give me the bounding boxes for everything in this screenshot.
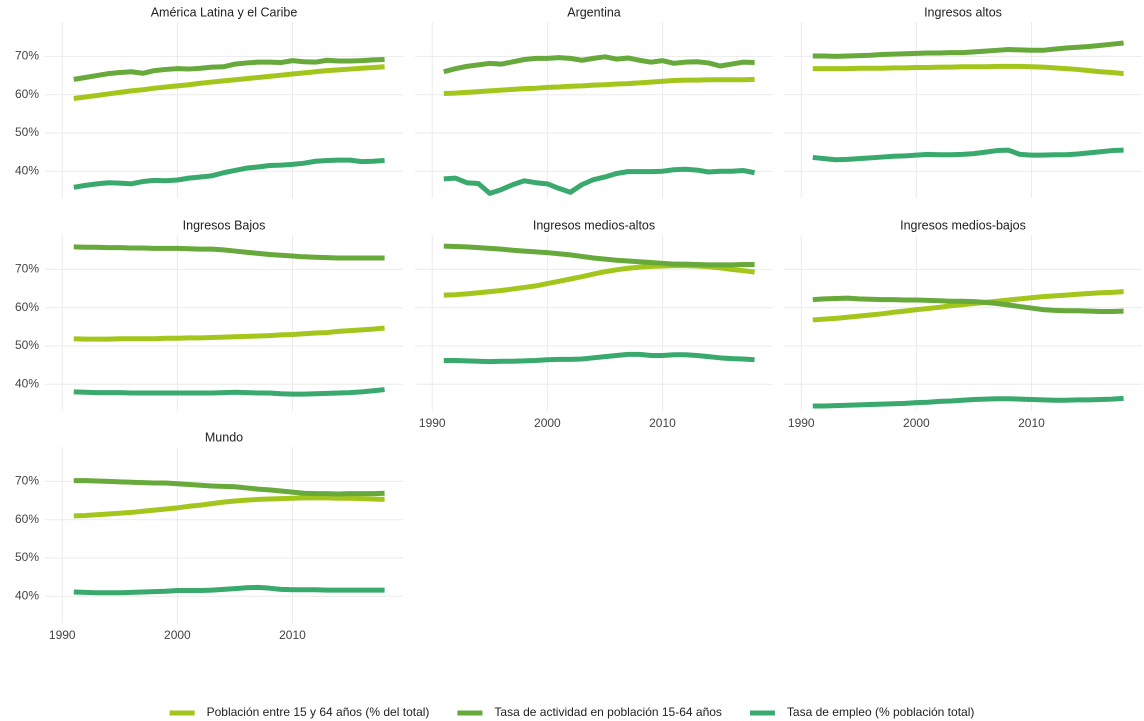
series-line (812, 295, 1124, 315)
series-line (73, 64, 385, 101)
y-tick-label: 40% (15, 588, 39, 602)
series-line (443, 166, 756, 196)
x-tick-label: 1990 (788, 416, 815, 430)
panel-title: Mundo (205, 430, 243, 444)
series-line (443, 351, 755, 365)
x-tick-label: 2000 (534, 416, 561, 430)
panel-title: Ingresos medios-bajos (900, 218, 1026, 232)
series-line (73, 495, 385, 519)
series-line (73, 478, 385, 497)
panel-title: Ingresos altos (924, 5, 1002, 19)
y-tick-label: 70% (15, 474, 39, 488)
x-tick-label: 2010 (1018, 416, 1045, 430)
series-line (73, 157, 385, 190)
series-line (443, 263, 755, 298)
legend-label: Población entre 15 y 64 años (% del tota… (207, 705, 430, 719)
legend-label: Tasa de empleo (% población total) (787, 705, 974, 719)
series-line (443, 243, 755, 268)
panel-title: Ingresos medios-altos (533, 218, 655, 232)
y-tick-label: 50% (15, 125, 39, 139)
series-line (73, 57, 385, 82)
series-line (812, 40, 1124, 59)
y-tick-label: 40% (15, 163, 39, 177)
series-line (73, 325, 385, 342)
y-tick-label: 70% (15, 49, 39, 63)
series-line (812, 147, 1124, 163)
x-tick-label: 1990 (49, 628, 76, 642)
y-tick-label: 40% (15, 376, 39, 390)
panel-title: Argentina (567, 5, 621, 19)
y-tick-label: 60% (15, 512, 39, 526)
series-line (73, 244, 385, 261)
y-tick-label: 60% (15, 87, 39, 101)
x-tick-label: 2010 (649, 416, 676, 430)
series-line (812, 395, 1124, 409)
x-tick-label: 1990 (419, 416, 446, 430)
x-tick-label: 2000 (164, 628, 191, 642)
series-line (73, 584, 385, 596)
series-line (812, 289, 1124, 323)
y-tick-label: 50% (15, 550, 39, 564)
y-tick-label: 70% (15, 262, 39, 276)
series-line (73, 387, 385, 397)
y-tick-label: 60% (15, 300, 39, 314)
x-tick-label: 2000 (903, 416, 930, 430)
panel-title: Ingresos Bajos (183, 218, 266, 232)
series-line (812, 63, 1124, 77)
legend-label: Tasa de actividad en población 15-64 año… (494, 705, 722, 719)
x-tick-label: 2010 (279, 628, 306, 642)
series-line (443, 76, 755, 97)
panel-title: América Latina y el Caribe (151, 5, 298, 19)
series-line (443, 54, 755, 75)
y-tick-label: 50% (15, 338, 39, 352)
